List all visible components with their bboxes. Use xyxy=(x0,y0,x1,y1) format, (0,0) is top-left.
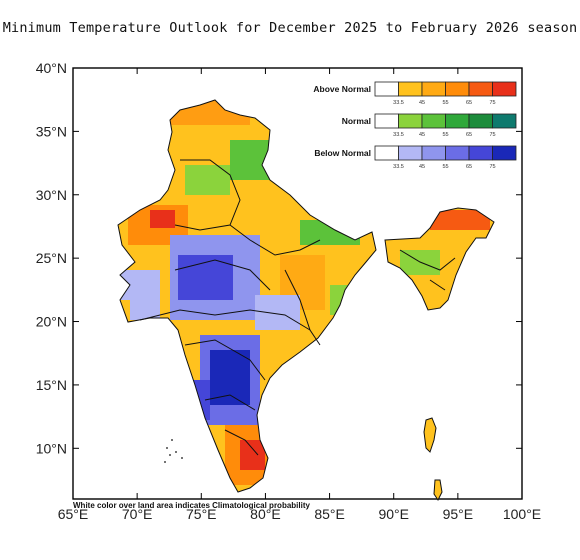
legend-color-box xyxy=(421,81,446,97)
legend-color-box xyxy=(445,145,470,161)
legend-tick-label: 75 xyxy=(489,100,495,106)
legend-color-box xyxy=(468,81,493,97)
lat-tick-label: 10°N xyxy=(36,440,67,456)
legend-color-box xyxy=(492,113,517,129)
legend-color-box xyxy=(398,145,423,161)
legend-color-box xyxy=(374,145,399,161)
climatology-note: White color over land area indicates Cli… xyxy=(73,501,310,510)
lat-tick-label: 20°N xyxy=(36,314,67,330)
legend-tick-label: 65 xyxy=(466,132,472,138)
legend-color-box xyxy=(398,81,423,97)
legend-color-box xyxy=(421,113,446,129)
legend-category-label: Normal xyxy=(342,116,371,126)
legend-tick-label: 65 xyxy=(466,164,472,170)
lat-tick-label: 15°N xyxy=(36,377,67,393)
legend-tick-label: 33.5 xyxy=(393,100,404,106)
lakshadweep-islands xyxy=(164,439,183,463)
lon-tick-label: 75°E xyxy=(186,506,217,522)
legend-tick-label: 75 xyxy=(489,132,495,138)
legend-category-label: Above Normal xyxy=(313,84,371,94)
lat-tick-label: 35°N xyxy=(36,123,67,139)
legend-color-box xyxy=(374,81,399,97)
legend-color-box xyxy=(421,145,446,161)
legend-tick-label: 55 xyxy=(442,164,448,170)
legend-color-box xyxy=(468,113,493,129)
lon-tick-label: 70°E xyxy=(122,506,153,522)
lat-tick-label: 25°N xyxy=(36,250,67,266)
legend-color-box xyxy=(492,145,517,161)
lat-tick-label: 30°N xyxy=(36,187,67,203)
legend-color-box xyxy=(374,113,399,129)
lon-tick-label: 100°E xyxy=(503,506,541,522)
legend-color-box xyxy=(468,145,493,161)
legend-tick-label: 75 xyxy=(489,164,495,170)
lon-tick-label: 85°E xyxy=(314,506,345,522)
legend-tick-label: 45 xyxy=(419,132,425,138)
legend-tick-label: 33.5 xyxy=(393,164,404,170)
legend-color-box xyxy=(445,113,470,129)
lon-tick-label: 90°E xyxy=(378,506,409,522)
lon-tick-label: 95°E xyxy=(443,506,474,522)
legend-color-box xyxy=(492,81,517,97)
probability-legend: Above Normal 33.5 45 55 65 75 Normal 33.5 45 55 65… xyxy=(313,81,517,170)
legend-tick-label: 55 xyxy=(442,100,448,106)
axis-ticks: 65°E 70°E 75°E 80°E 85°E 90°E 95°E 100°E 40°N 35°… xyxy=(36,60,541,522)
legend-tick-label: 55 xyxy=(442,132,448,138)
legend-tick-label: 45 xyxy=(419,100,425,106)
lon-tick-label: 80°E xyxy=(250,506,281,522)
legend-color-box xyxy=(398,113,423,129)
lon-tick-label: 65°E xyxy=(58,506,89,522)
lat-tick-label: 40°N xyxy=(36,60,67,76)
map-title: Minimum Temperature Outlook for December… xyxy=(2,20,578,36)
legend-color-box xyxy=(445,81,470,97)
legend-tick-label: 33.5 xyxy=(393,132,404,138)
legend-category-label: Below Normal xyxy=(314,148,371,158)
legend-tick-label: 65 xyxy=(466,100,472,106)
state-boundaries xyxy=(117,99,495,501)
legend-tick-label: 45 xyxy=(419,164,425,170)
